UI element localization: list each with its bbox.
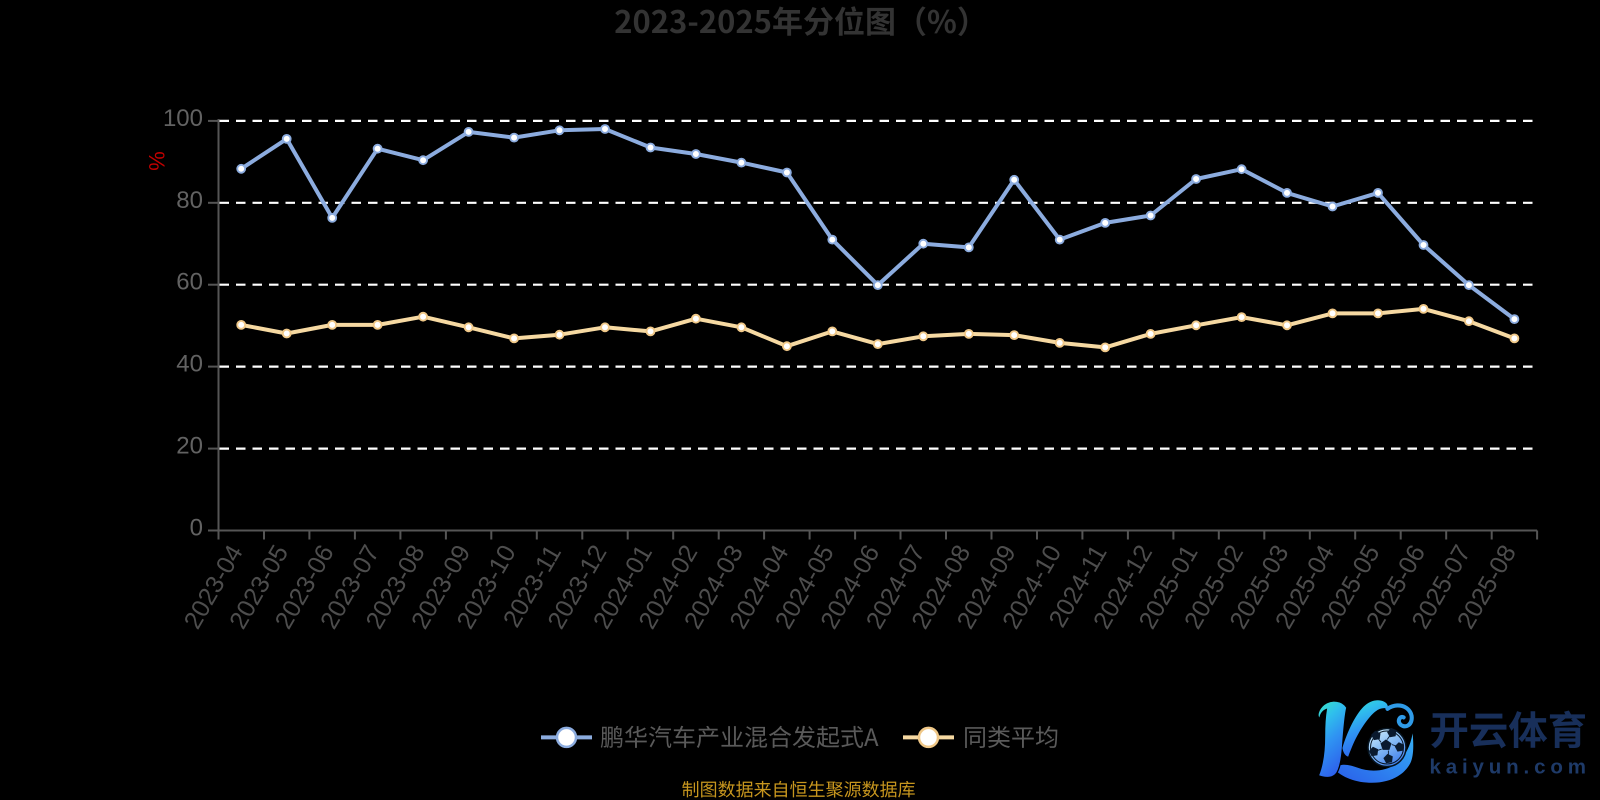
svg-text:%: % <box>144 151 169 171</box>
svg-text:0: 0 <box>190 515 203 542</box>
svg-text:100: 100 <box>163 105 203 132</box>
svg-text:60: 60 <box>176 269 203 296</box>
svg-text:20: 20 <box>176 433 203 460</box>
svg-text:40: 40 <box>176 351 203 378</box>
svg-text:kaiyun.com: kaiyun.com <box>1430 756 1591 779</box>
svg-text:80: 80 <box>176 187 203 214</box>
